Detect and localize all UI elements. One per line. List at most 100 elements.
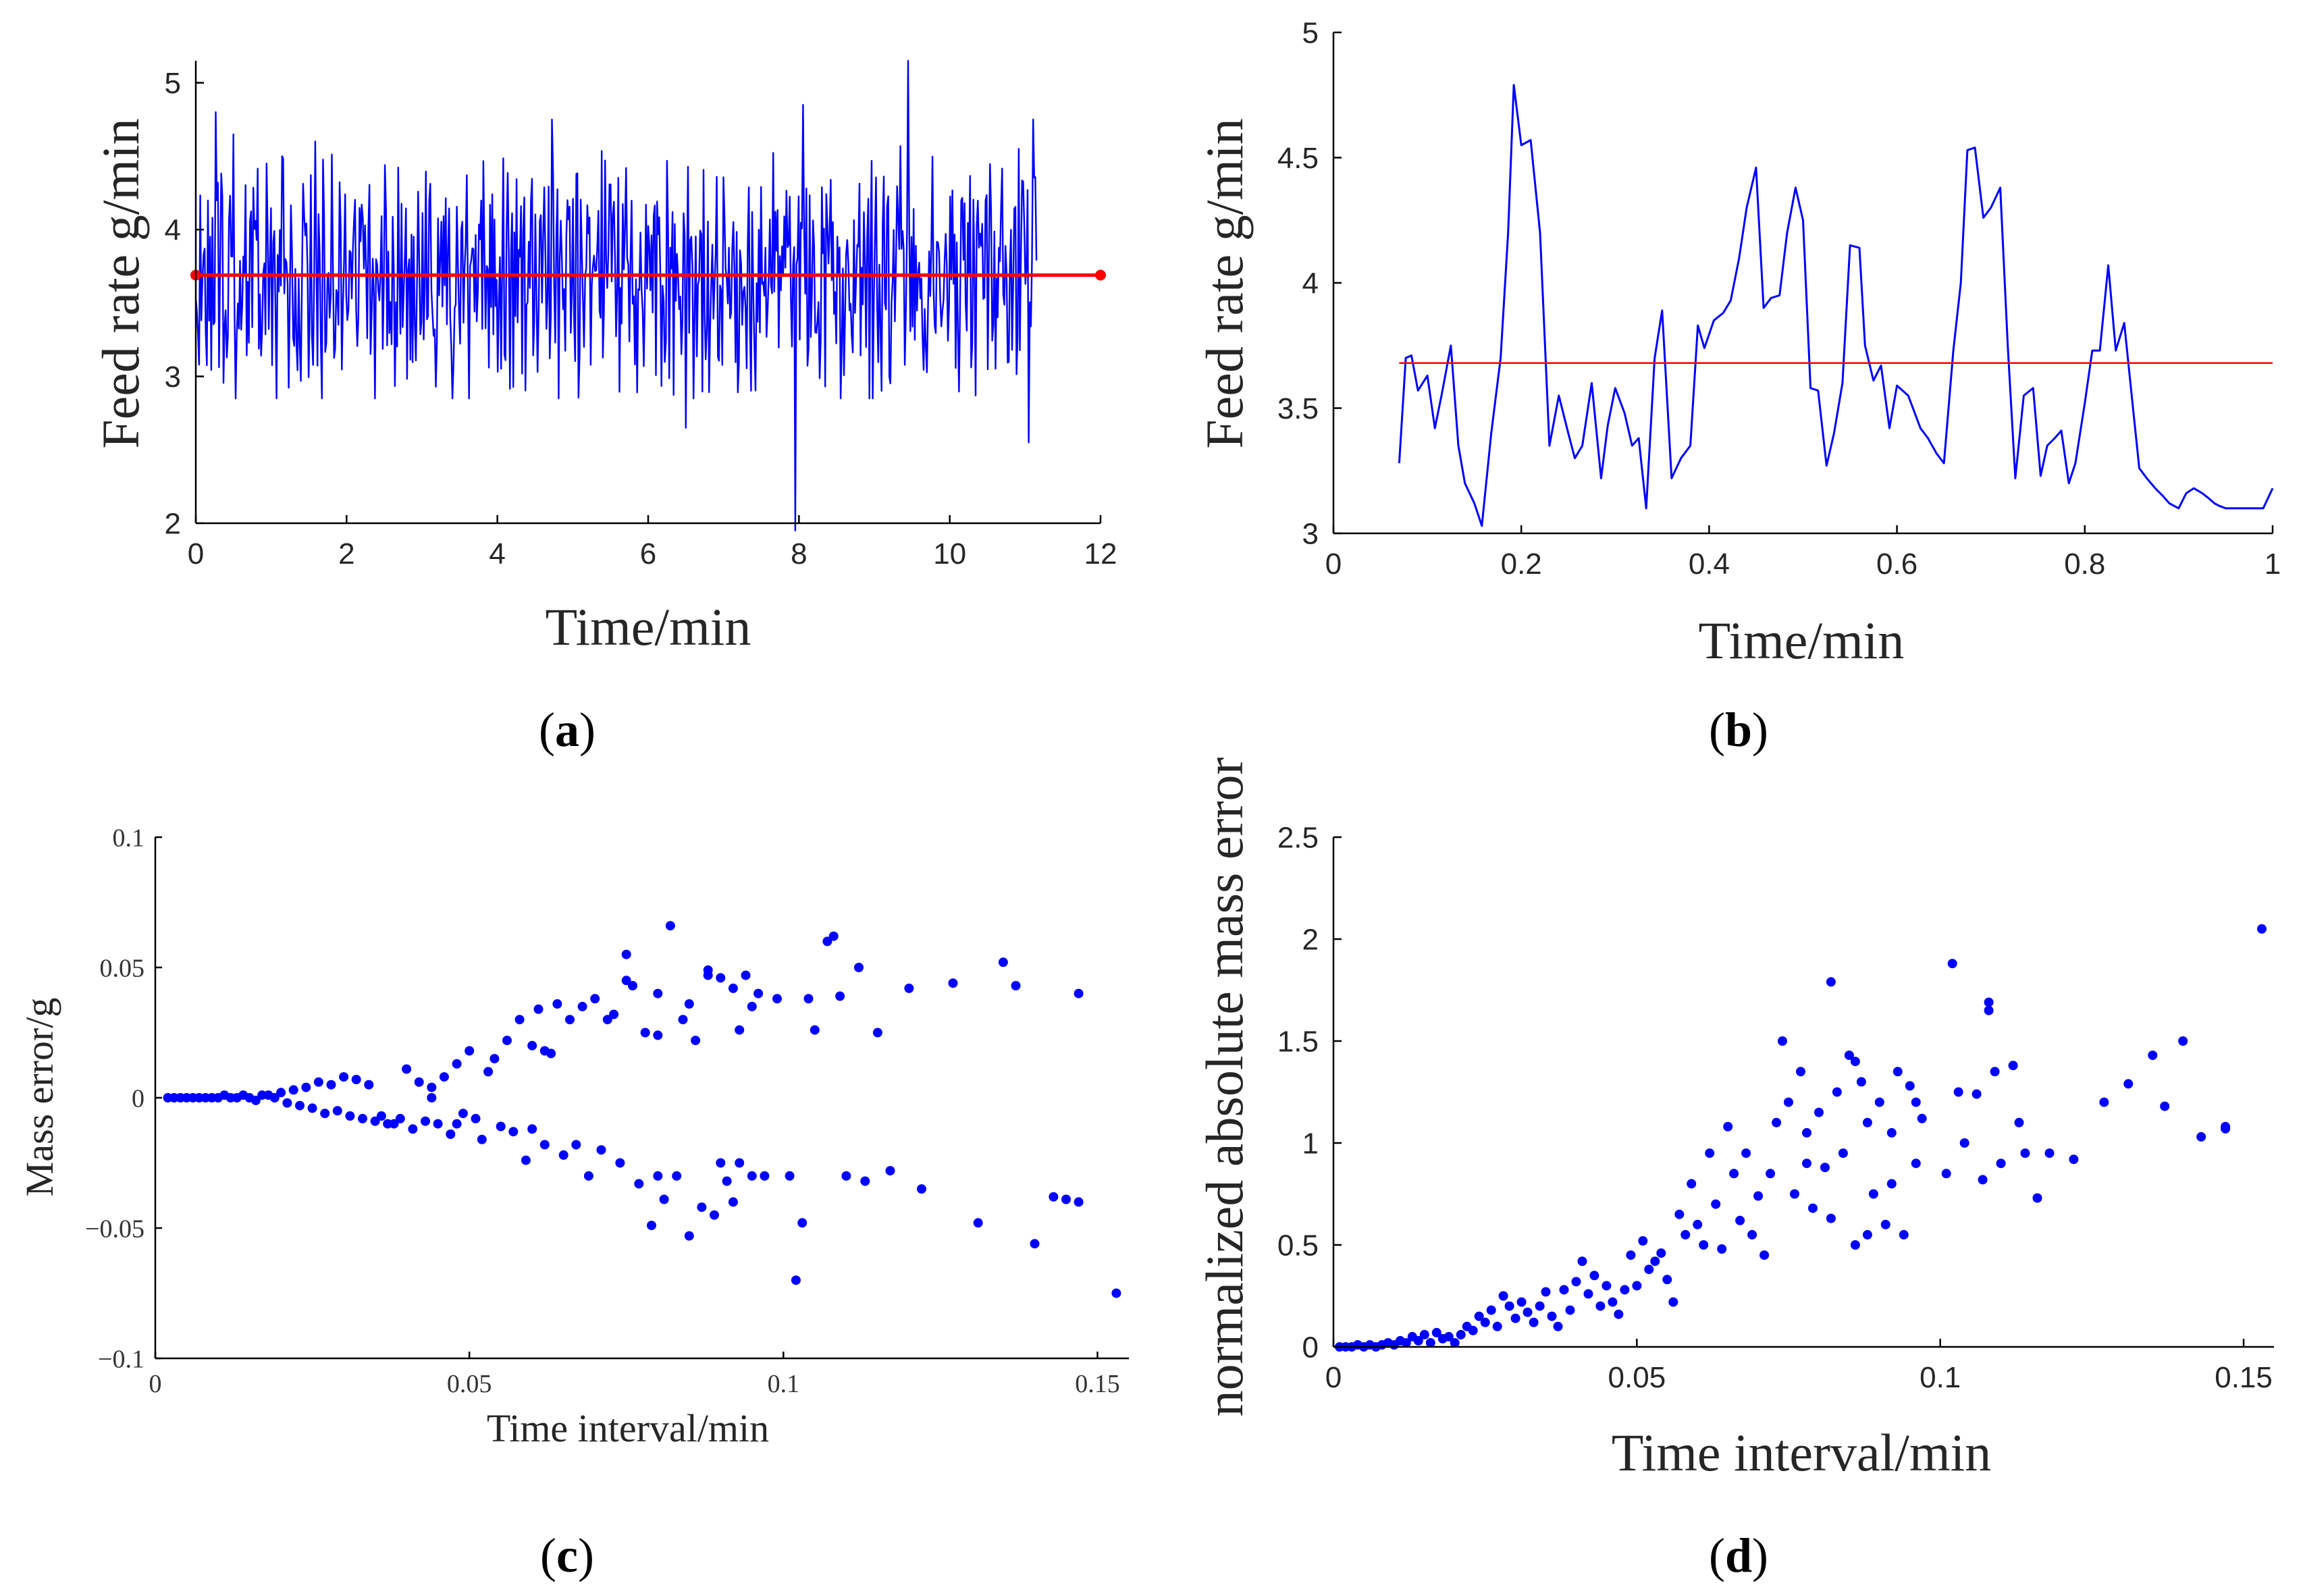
panel-d-point — [1772, 1117, 1782, 1127]
panel-c-point — [320, 1109, 330, 1119]
panel-c-xtick-label: 0.1 — [768, 1370, 800, 1398]
panel-d-point — [1614, 1309, 1624, 1319]
panel-c-point — [452, 1119, 462, 1129]
panel-c-point — [791, 1275, 801, 1285]
panel-c-point — [552, 999, 562, 1009]
panel-d-point — [1832, 1087, 1842, 1097]
panel-d-point — [2014, 1117, 2024, 1127]
panel-d-point — [1911, 1097, 1921, 1107]
panel-d-point — [1911, 1159, 1921, 1169]
panel-d-point — [1984, 997, 1994, 1007]
panel-c-point — [672, 1171, 682, 1181]
panel-c-label: (c) — [540, 1528, 594, 1582]
panel-d-point — [1674, 1209, 1685, 1219]
panel-d-point — [2044, 1148, 2055, 1159]
panel-d-point — [1589, 1271, 1599, 1281]
panel-c-point — [691, 1036, 701, 1046]
panel-d-point — [2148, 1050, 2158, 1061]
panel-c-point — [364, 1080, 374, 1090]
panel-d-point — [1577, 1256, 1587, 1267]
panel-d-point — [1905, 1081, 1915, 1091]
panel-a-letter: a — [555, 703, 579, 757]
panel-d-point — [1547, 1311, 1557, 1321]
panel-a-ytick-label: 4 — [165, 213, 181, 246]
panel-c-point — [615, 1158, 625, 1168]
panel-d-point — [1802, 1159, 1811, 1169]
panel-d-point — [1504, 1301, 1514, 1311]
panel-d-point — [2008, 1061, 2018, 1071]
panel-c-point — [735, 1158, 745, 1168]
panel-d-point — [1766, 1169, 1776, 1179]
panel-c-point — [489, 1054, 500, 1064]
panel-d-point — [1662, 1275, 1672, 1285]
panel-d-point — [1838, 1148, 1848, 1159]
panel-d-point — [1638, 1236, 1648, 1246]
panel-d-point — [2099, 1097, 2109, 1107]
panel-d-point — [1990, 1067, 2000, 1077]
panel-d-point — [1523, 1307, 1533, 1317]
panel-d-point — [1693, 1219, 1703, 1229]
panel-c-point — [828, 931, 839, 941]
panel-d-point — [1856, 1077, 1866, 1087]
panel-c-point — [1011, 981, 1021, 990]
panel-c-point — [301, 1082, 311, 1092]
panel-d-ytick-label: 0 — [1302, 1331, 1319, 1364]
panel-c-point — [747, 1001, 757, 1011]
panel-d-point — [2221, 1123, 2231, 1134]
panel-a-xlabel: Time/min — [546, 597, 751, 656]
panel-d-ticks: 0 0.05 0.1 0.15 0 0.5 1 1.5 2 2.5 — [1277, 821, 2273, 1394]
panel-d-point — [1559, 1285, 1569, 1295]
panel-c-point — [1030, 1239, 1040, 1249]
panel-b-ticks: 0 0.2 0.4 0.6 0.8 1 3 3.5 4 4.5 5 — [1277, 16, 2281, 581]
panel-b-ytick-label: 3.5 — [1277, 392, 1319, 425]
panel-d-point — [1529, 1317, 1539, 1327]
panel-a-xtick-label: 2 — [338, 537, 354, 570]
panel-c-point — [282, 1098, 292, 1108]
panel-d-point — [1753, 1191, 1764, 1201]
panel-c-point — [684, 1231, 694, 1241]
panel-a-mean-marker — [1095, 269, 1106, 281]
panel-a-ytick-label: 3 — [165, 361, 181, 394]
panel-c-point — [703, 970, 713, 980]
panel-b-xlabel: Time/min — [1699, 611, 1905, 670]
panel-c-point — [351, 1075, 361, 1084]
panel-b-ytick-label: 3 — [1302, 517, 1319, 550]
panel-c-point — [609, 1009, 619, 1019]
panel-c-point — [621, 976, 631, 986]
panel-c-point — [621, 949, 631, 959]
panel-d-point — [2196, 1132, 2206, 1142]
panel-c-point — [408, 1124, 418, 1134]
panel-c-xtick-label: 0.05 — [447, 1370, 492, 1398]
panel-d-point — [1444, 1331, 1454, 1341]
panel-d-xtick-label: 0.05 — [1608, 1361, 1666, 1394]
panel-c-point — [590, 994, 600, 1004]
panel-c-point — [860, 1176, 870, 1186]
panel-c-point — [571, 1140, 581, 1150]
panel-c-point — [527, 1124, 537, 1134]
panel-b-feed-rate-line — [1398, 84, 2274, 527]
panel-d-point — [1650, 1256, 1660, 1267]
panel-d-point — [1711, 1199, 1721, 1209]
panel-d-ytick-label: 1.5 — [1277, 1025, 1319, 1058]
panel-c-point — [948, 978, 958, 988]
panel-d-point — [1729, 1169, 1739, 1179]
panel-d-point — [2069, 1154, 2079, 1165]
panel-d-point — [1826, 977, 1836, 987]
panel-d-point — [1474, 1311, 1484, 1321]
panel-d-point — [1498, 1291, 1508, 1301]
panel-d-xlabel: Time interval/min — [1612, 1423, 1992, 1482]
panel-c-point — [872, 1028, 882, 1038]
panel-c-point — [389, 1119, 399, 1129]
panel-c-point — [1074, 988, 1084, 999]
panel-d-point — [1759, 1250, 1770, 1260]
panel-d-point — [1401, 1338, 1411, 1348]
panel-d-point — [1492, 1321, 1502, 1331]
panel-d-point — [1784, 1097, 1793, 1107]
panel-d-point — [1947, 959, 1957, 969]
panel-c-point — [628, 981, 637, 990]
panel-c-point — [250, 1095, 261, 1105]
panel-c-point — [269, 1093, 280, 1102]
panel-c-point — [735, 1025, 745, 1035]
panel-d-point — [1541, 1287, 1551, 1297]
